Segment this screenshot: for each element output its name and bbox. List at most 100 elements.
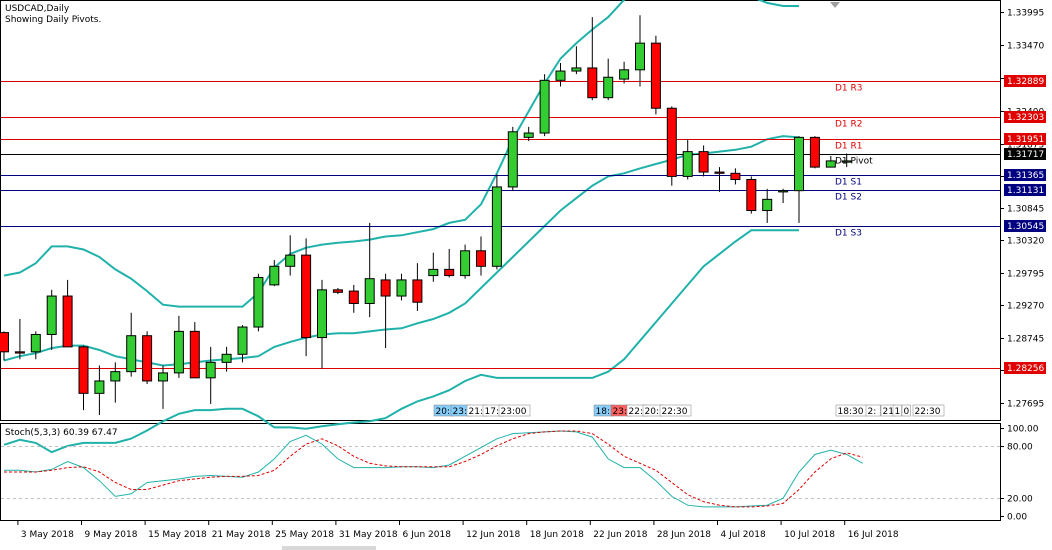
price-tag-label: 1.31365 [1007,171,1044,181]
session-tags: 20: 23: 21: 17: 23:00 18: 23: 22: 20: 22:30 18:30 2… [433,404,945,417]
price-tick-label: 1.27695 [1007,400,1044,410]
bearish-candle [62,295,73,348]
bullish-candle [269,265,280,286]
bullish-candle [317,289,327,339]
bearish-candle [412,279,423,303]
bullish-candle [173,330,184,374]
pivot-level-label: D1 Pivot [835,157,873,167]
time-tick-label: 12 Jun 2018 [466,530,520,540]
price-tag-label: 1.32889 [1007,77,1044,87]
price-tag-box [1004,169,1046,181]
bullish-candle [778,190,789,193]
time-tick-label: 22 Jun 2018 [593,530,647,540]
price-tick-label: 1.31875 [1007,141,1044,151]
bullish-candle [682,151,693,177]
bullish-candle [491,186,502,267]
stoch-tick-label: 20.00 [1007,495,1033,505]
bullish-candle [635,42,645,71]
bullish-candle [110,371,121,382]
session-tag-label: 1 [895,407,901,417]
time-tick-label: 25 May 2018 [275,530,334,540]
price-tick-label: 1.33470 [1007,42,1044,52]
pivot-level-label: D1 S1 [835,178,862,188]
bullish-candle [285,254,296,267]
pivot-level-label: D1 R1 [835,142,863,152]
price-tick-label: 1.29795 [1007,270,1044,280]
bollinger-lower-line [3,229,799,454]
price-tag-box [1004,362,1046,374]
bullish-candle [428,268,439,277]
time-tick-label: 9 May 2018 [85,530,138,540]
price-tick-label: 1.33995 [1007,9,1044,19]
bullish-candle [619,69,630,80]
bullish-candle [841,160,852,163]
session-tag-label: 0 [904,407,910,417]
price-tick-label: 1.28745 [1007,335,1044,345]
price-tag-box [1004,148,1046,160]
session-tag-label: 18:30 [838,407,864,417]
stoch-pane-frame [0,423,1001,521]
session-tag-box [498,404,531,417]
session-tag-box [659,404,692,417]
price-axis: 1.339951.334701.329401.324001.318751.313… [1000,9,1044,410]
time-tick-label: 3 May 2018 [21,530,74,540]
session-tag-box [912,404,945,417]
session-tag-box [901,404,911,417]
session-tag-label: 23:00 [501,407,527,417]
price-tag-label: 1.31131 [1007,186,1044,196]
bullish-candle [46,295,57,335]
bullish-candle [460,250,471,277]
price-tag-label: 1.28256 [1007,364,1044,374]
bearish-candle [14,351,25,354]
bullish-candle [539,79,550,134]
price-tick-label: 1.30320 [1007,237,1044,247]
bullish-candle [364,278,375,304]
horizontal-scrollbar[interactable] [282,546,376,550]
bullish-candle [237,326,248,355]
bearish-candle [332,289,343,293]
bollinger-bands [3,0,800,454]
pivot-level-label: D1 R3 [835,84,863,94]
bullish-candle [396,279,407,297]
session-tag-label: 2: [868,407,877,417]
stoch-title: Stoch(5,3,3) 60.39 67.47 [5,428,118,438]
price-tag-box [1004,133,1046,145]
stochastic-lines [1,430,1000,508]
session-tag-label: 22:30 [662,407,688,417]
bullish-candle [30,333,41,353]
time-tick-label: 28 Jun 2018 [657,530,711,540]
bearish-candle [78,346,89,394]
bullish-candle [221,353,232,363]
bearish-candle [650,42,661,109]
session-tag-label: 22:30 [915,407,941,417]
bullish-candle [523,132,534,138]
session-tag-box [865,404,881,417]
candlesticks [0,15,852,416]
time-tick-label: 21 May 2018 [212,530,271,540]
price-tick-label: 1.29270 [1007,302,1044,312]
price-tag-box [1004,184,1046,196]
session-tag-label: 18: [596,407,610,417]
session-tag-label: 21 [883,407,894,417]
pivot-level-label: D1 R2 [835,120,863,130]
stoch-main-line [4,430,863,508]
time-tick-label: 6 Jun 2018 [403,530,452,540]
price-tag-box [1004,220,1046,232]
stoch-tick-label: 80.00 [1007,443,1033,453]
time-tick-label: 4 Jul 2018 [721,530,766,540]
bullish-candle [762,198,773,212]
bearish-candle [730,172,741,181]
time-tick-label: 18 Jun 2018 [530,530,584,540]
chart-shift-marker[interactable] [830,2,840,8]
bullish-candle [794,136,804,192]
bullish-candle [126,335,137,373]
stoch-tick-label: 100.00 [1007,425,1039,435]
price-tag-label: 1.31951 [1007,135,1044,145]
symbol-title: USDCAD,Daily [5,4,70,14]
bullish-candle [94,380,105,394]
price-tag-box [1004,111,1046,123]
stoch-signal-line [4,430,863,508]
bearish-candle [746,179,757,212]
bollinger-middle-line [3,135,800,367]
